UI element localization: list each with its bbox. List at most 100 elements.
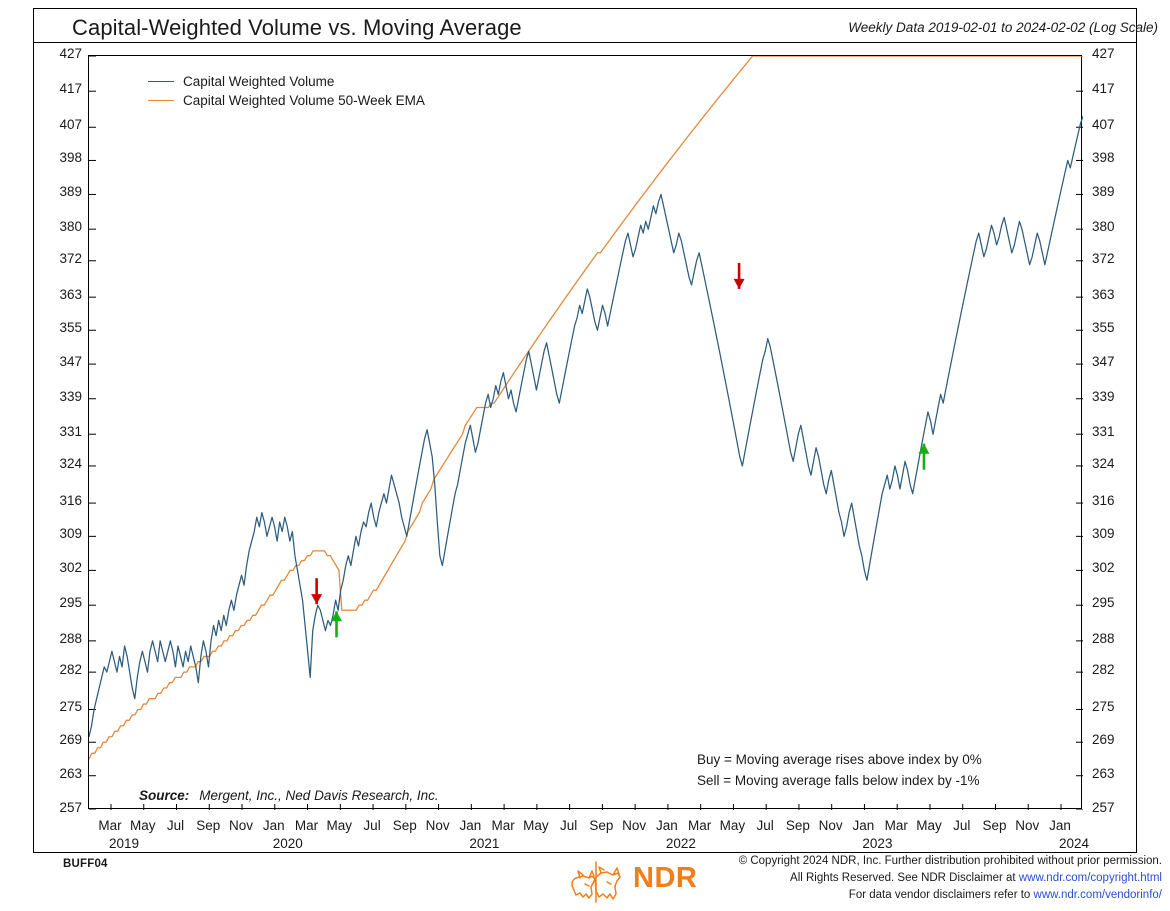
ndr-bull-bear-logo-icon	[571, 861, 621, 903]
y-axis-tick-label-right: 380	[1092, 219, 1115, 235]
chart-canvas	[89, 56, 1083, 810]
x-axis-month-label: Jan	[262, 818, 285, 833]
y-axis-tick-label-left: 275	[59, 699, 82, 715]
y-axis-tick-label-left: 363	[59, 287, 82, 303]
y-axis-tick-label-left: 398	[59, 150, 82, 166]
x-axis-month-label: Jul	[953, 818, 971, 833]
x-axis-month-label: Jul	[363, 818, 381, 833]
y-axis-tick-label-left: 347	[59, 354, 82, 370]
y-axis-tick-label-right: 257	[1092, 800, 1115, 815]
y-axis-tick-label-right: 398	[1092, 150, 1115, 166]
y-axis-tick-label-right: 331	[1092, 424, 1115, 440]
y-axis-tick-label-left: 331	[59, 424, 82, 440]
x-axis-month-label: Mar	[688, 818, 712, 833]
x-axis-month-label: Jan	[656, 818, 678, 833]
y-axis-tick-label-left: 263	[59, 765, 82, 781]
chart-legend: Capital Weighted Volume Capital Weighted…	[148, 72, 425, 110]
x-axis-year-label: 2020	[272, 836, 303, 851]
rule-buy: Buy = Moving average rises above index b…	[697, 752, 982, 767]
copyright-block: © Copyright 2024 NDR, Inc. Further distr…	[739, 853, 1162, 904]
copyright-line-2: All Rights Reserved. See NDR Disclaimer …	[739, 870, 1162, 887]
source-note: Source: Mergent, Inc., Ned Davis Research…	[139, 788, 439, 803]
x-axis-month-label: Jan	[852, 818, 875, 833]
outer-frame	[33, 8, 1137, 853]
y-axis-tick-label-right: 372	[1092, 250, 1115, 266]
x-axis-month-label: Nov	[425, 818, 450, 833]
y-axis-tick-label-right: 355	[1092, 320, 1115, 336]
y-axis-tick-label-left: 295	[59, 595, 82, 611]
buy-arrow-icon	[918, 443, 930, 470]
y-axis-tick-label-right: 347	[1092, 354, 1115, 370]
y-axis-tick-label-right: 302	[1092, 560, 1115, 576]
x-axis-month-label: Nov	[622, 818, 647, 833]
ndr-wordmark: NDR	[633, 862, 698, 894]
y-axis-tick-label-right: 263	[1092, 765, 1115, 781]
y-axis-tick-label-right: 288	[1092, 630, 1115, 646]
x-axis-month-label: Mar	[884, 818, 908, 833]
x-axis-month-label: Jul	[756, 818, 774, 833]
sell-arrow-icon	[733, 262, 745, 289]
y-axis-tick-label-right: 339	[1092, 388, 1115, 404]
x-axis-month-label: Nov	[229, 818, 254, 833]
legend-swatch-icon	[148, 100, 174, 101]
y-axis-tick-label-right: 295	[1092, 595, 1115, 611]
x-axis-month-label: Sep	[589, 818, 614, 833]
x-axis-month-label: May	[326, 818, 353, 833]
y-axis-tick-label-left: 380	[59, 219, 82, 235]
series-line-capital-weighted-volume	[89, 115, 1083, 738]
x-axis-month-label: Sep	[982, 818, 1007, 833]
x-axis-year-label: 2021	[469, 836, 500, 851]
y-axis-tick-label-right: 309	[1092, 526, 1115, 542]
y-axis-tick-label-right: 407	[1092, 117, 1115, 133]
header-subtitle: Weekly Data 2019-02-01 to 2024-02-02 (Lo…	[848, 20, 1158, 35]
y-axis-tick-label-right: 275	[1092, 699, 1115, 715]
y-axis-tick-label-right: 324	[1092, 455, 1115, 471]
x-axis-month-label: May	[129, 818, 156, 833]
y-axis-tick-label-left: 302	[59, 560, 82, 576]
x-axis-month-label: May	[916, 818, 942, 833]
y-axis-tick-label-left: 309	[59, 526, 82, 542]
y-axis-tick-label-left: 269	[59, 732, 82, 748]
y-axis-tick-label-left: 427	[59, 46, 82, 61]
x-axis-month-label: Mar	[491, 818, 515, 833]
chart-code: BUFF04	[63, 858, 108, 870]
y-axis-tick-label-left: 417	[59, 81, 82, 97]
y-axis-tick-label-right: 363	[1092, 287, 1115, 303]
copyright-line-3: For data vendor disclaimers refer to www…	[739, 887, 1162, 904]
x-axis-month-label: Sep	[392, 818, 417, 833]
x-axis-month-label: Mar	[98, 818, 122, 833]
y-axis-tick-label-left: 389	[59, 184, 82, 200]
vendorinfo-link[interactable]: www.ndr.com/vendorinfo/	[1033, 889, 1162, 901]
source-text: Mergent, Inc., Ned Davis Research, Inc.	[199, 788, 439, 803]
y-axis-tick-label-right: 427	[1092, 46, 1115, 61]
x-axis-month-label: Sep	[785, 818, 810, 833]
plot-area	[88, 55, 1083, 810]
x-axis-month-label: May	[523, 818, 549, 833]
copyright-link[interactable]: www.ndr.com/copyright.html	[1018, 872, 1162, 884]
y-axis-tick-label-left: 257	[59, 800, 82, 815]
x-axis-year-label: 2023	[862, 836, 893, 851]
y-axis-tick-label-right: 389	[1092, 184, 1115, 200]
y-axis-tick-label-left: 339	[59, 388, 82, 404]
source-label: Source:	[139, 788, 190, 803]
legend-label: Capital Weighted Volume	[183, 74, 335, 89]
y-axis-tick-label-left: 355	[59, 320, 82, 336]
x-axis-month-label: May	[719, 818, 746, 833]
legend-label: Capital Weighted Volume 50-Week EMA	[183, 93, 425, 108]
copyright-line-1: © Copyright 2024 NDR, Inc. Further distr…	[738, 855, 1162, 867]
y-axis-tick-label-left: 372	[59, 250, 82, 266]
signal-arrow-markers	[311, 262, 930, 638]
x-axis-year-label: 2022	[665, 836, 696, 851]
y-axis-tick-label-right: 282	[1092, 662, 1115, 678]
rule-sell: Sell = Moving average falls below index …	[697, 773, 980, 788]
signal-rules: Buy = Moving average rises above index b…	[697, 749, 982, 791]
series-line-ema	[89, 56, 1083, 760]
x-axis-month-label: Sep	[196, 818, 221, 833]
y-axis-tick-label-left: 316	[59, 493, 82, 509]
y-axis-tick-label-right: 417	[1092, 81, 1115, 97]
legend-swatch-icon	[148, 81, 174, 82]
x-axis-month-label: Nov	[818, 818, 843, 833]
y-axis-tick-label-left: 324	[59, 455, 82, 471]
y-axis-tick-label-left: 407	[59, 117, 82, 133]
